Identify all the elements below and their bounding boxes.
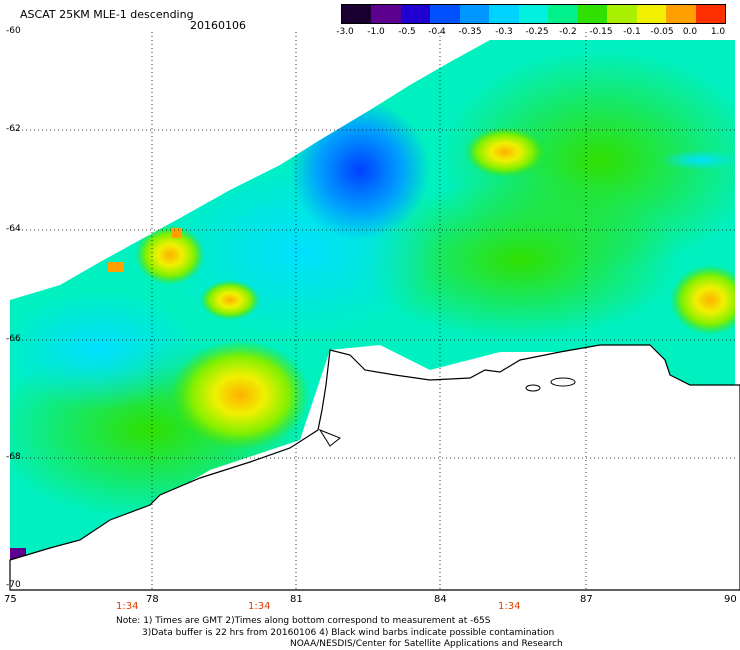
colorbar-label: 1.0 [710, 27, 726, 37]
colorbar-segment [518, 5, 549, 23]
lon-label: 78 [146, 594, 159, 605]
island [550, 377, 576, 387]
colorbar-label: -0.3 [495, 27, 513, 37]
island [318, 428, 341, 447]
map-title: ASCAT 25KM MLE-1 descending [20, 8, 194, 21]
time-label: 1:34 [248, 601, 271, 612]
colorbar-label: -0.5 [398, 27, 416, 37]
lat-label: -64 [6, 224, 21, 234]
colorbar-segment [666, 5, 696, 23]
grid [10, 32, 735, 590]
lat-label: -70 [6, 580, 21, 590]
colorbar-label: -0.05 [650, 27, 674, 37]
colorbar-segment [430, 5, 460, 23]
edge-pixel [172, 228, 182, 238]
colorbar-segment [577, 5, 608, 23]
colorbar-segment [489, 5, 519, 23]
note-line: NOAA/NESDIS/Center for Satellite Applica… [290, 639, 563, 649]
time-label: 1:34 [116, 601, 139, 612]
colorbar-segment [695, 5, 726, 23]
colorbar-segment [371, 5, 401, 23]
colorbar-label: -0.1 [623, 27, 641, 37]
lat-label: -68 [6, 452, 21, 462]
lon-label: 84 [434, 594, 447, 605]
colorbar-segment [342, 5, 372, 23]
colorbar-segment [636, 5, 667, 23]
colorbar-label: 0.0 [682, 27, 698, 37]
coastline [9, 344, 740, 591]
lon-label: 81 [290, 594, 303, 605]
edge-pixel [108, 262, 124, 272]
colorbar-label: -3.0 [336, 27, 354, 37]
colorbar-label: -0.2 [559, 27, 577, 37]
colorbar-label: -0.15 [589, 27, 613, 37]
colorbar-segment [459, 5, 490, 23]
lat-label: -62 [6, 124, 21, 134]
colorbar-label: -0.4 [428, 27, 446, 37]
lon-label: 87 [580, 594, 593, 605]
colorbar-segment [400, 5, 431, 23]
colorbar-segment [548, 5, 578, 23]
map-date: 20160106 [190, 19, 246, 32]
colorbar-label: -0.35 [458, 27, 482, 37]
colorbar-label: -0.25 [525, 27, 549, 37]
colorbar-label: -1.0 [367, 27, 385, 37]
island [525, 384, 541, 392]
lat-label: -66 [6, 334, 21, 344]
lat-label: -60 [6, 26, 21, 36]
lon-label: 90 [724, 594, 737, 605]
note-line: 3)Data buffer is 22 hrs from 20160106 4)… [142, 628, 555, 638]
colorbar [341, 4, 726, 24]
colorbar-segment [607, 5, 637, 23]
note-line: Note: 1) Times are GMT 2)Times along bot… [116, 616, 491, 626]
time-label: 1:34 [498, 601, 521, 612]
lon-label: 75 [4, 594, 17, 605]
